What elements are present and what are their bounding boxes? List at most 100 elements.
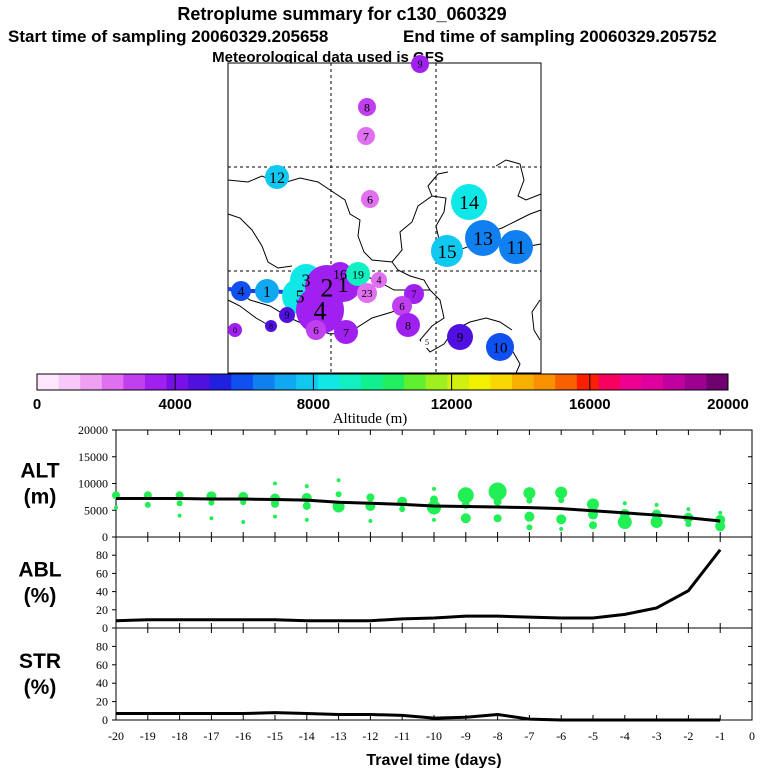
alt-point [685,521,692,528]
alt-point [524,511,535,522]
alt-point [176,500,183,507]
colorbar-cell [425,374,448,390]
panel-frame [115,627,753,721]
alt-point [273,514,277,519]
alt-point [432,517,436,522]
plume-label: 7 [412,290,417,301]
colorbar-cell [404,374,427,390]
y-tick-label: 80 [96,548,108,562]
plume-label: 23 [362,288,374,300]
plume-circle [228,323,242,337]
x-tick-label: -11 [394,729,410,743]
plume-label: 10 [493,340,508,356]
plume-circle [499,230,533,264]
plume-circle [255,279,279,303]
plume-label: 16 [333,268,347,283]
plume-label: 4 [377,276,382,287]
colorbar-cell [447,374,470,390]
colorbar-cell [166,374,189,390]
plume-label: 7 [363,129,369,143]
colorbar-tick-label: 12000 [431,396,473,413]
alt-point [523,487,536,500]
y-tick-label: 20000 [78,423,108,437]
y-tick-label: 80 [96,639,108,653]
colorbar-cell [252,374,276,390]
colorbar-tick-label: 16000 [569,396,611,413]
x-tick-label: -19 [140,729,156,743]
colorbar-cell [706,374,729,390]
x-tick-label: -20 [108,729,124,743]
x-tick-label: -17 [203,729,219,743]
alt-point [589,521,597,530]
plume-label: 11 [506,237,525,259]
panel-ylabel-unit: (%) [24,676,57,699]
plume-circle [334,320,358,344]
colorbar-tick-label: 0 [33,396,41,413]
colorbar-cell [317,374,340,390]
alt-point [273,481,277,486]
plume-label: 6 [313,325,319,337]
plume-circle [361,190,379,208]
plume-circle [465,220,501,256]
plume-circle [265,320,277,332]
colorbar-cell [296,374,319,390]
plume-label: 9 [457,330,464,345]
x-tick-label: -14 [299,729,315,743]
x-tick-label: -10 [426,729,442,743]
alt-point [399,506,406,513]
plume-circle [447,324,473,350]
plume-label: 1 [338,272,349,297]
sampling-end-time: End time of sampling 20060329.205752 [403,27,717,46]
colorbar-cell [382,374,405,390]
x-tick-label: -4 [620,729,630,743]
panel-abl: ABL (%) 80 60 40 20 0 [18,536,753,635]
alt-point [654,502,659,507]
plume-label: 19 [352,267,364,281]
plume-circle [279,307,295,323]
colorbar-label: Altitude (m) [333,411,408,427]
colorbar-cell [231,374,254,390]
panel-ylabel-unit: (%) [24,585,57,608]
plume-label: 13 [473,228,493,250]
plume-label: 9 [418,60,423,71]
alt-point [208,499,215,506]
altitude-colorbar: 0 4000 8000 12000 16000 20000 Altitude (m) [33,373,749,427]
plume-circle [231,281,251,301]
x-tick-label: -7 [524,729,534,743]
x-tick-label: -5 [588,729,598,743]
plume-label: 7 [343,325,349,339]
alt-point [686,507,691,512]
plume-label: 2 [321,273,334,302]
colorbar-cell [80,374,103,390]
plume-circle [358,98,376,116]
colorbar-cell [620,374,643,390]
alt-point [368,518,373,523]
colorbar-tick-label: 4000 [159,396,192,413]
x-tick-label: -15 [267,729,283,743]
str-line [116,711,721,722]
colorbar-cells [37,374,729,390]
alt-point [559,526,564,531]
alt-point [650,516,663,529]
plume-circle [396,313,420,337]
plume-label: 8 [269,322,273,331]
plume-label: 4 [238,285,245,300]
plume-label: 12 [269,170,285,187]
colorbar-cell [101,374,124,390]
alt-point [493,497,502,506]
alt-point [304,484,309,489]
plume-circle [328,262,352,286]
alt-point [488,482,507,501]
colorbar-cell [274,374,297,390]
alt-point [427,500,441,515]
colorbar-cell [209,374,232,390]
alt-point [617,515,632,530]
y-tick-label: 40 [96,676,108,690]
y-tick-label: 0 [102,713,108,727]
plume-circle [486,333,514,361]
alt-point [304,517,309,522]
y-tick-label: 0 [102,621,108,635]
plume-label: 5 [296,286,305,306]
colorbar-cell [555,374,578,390]
